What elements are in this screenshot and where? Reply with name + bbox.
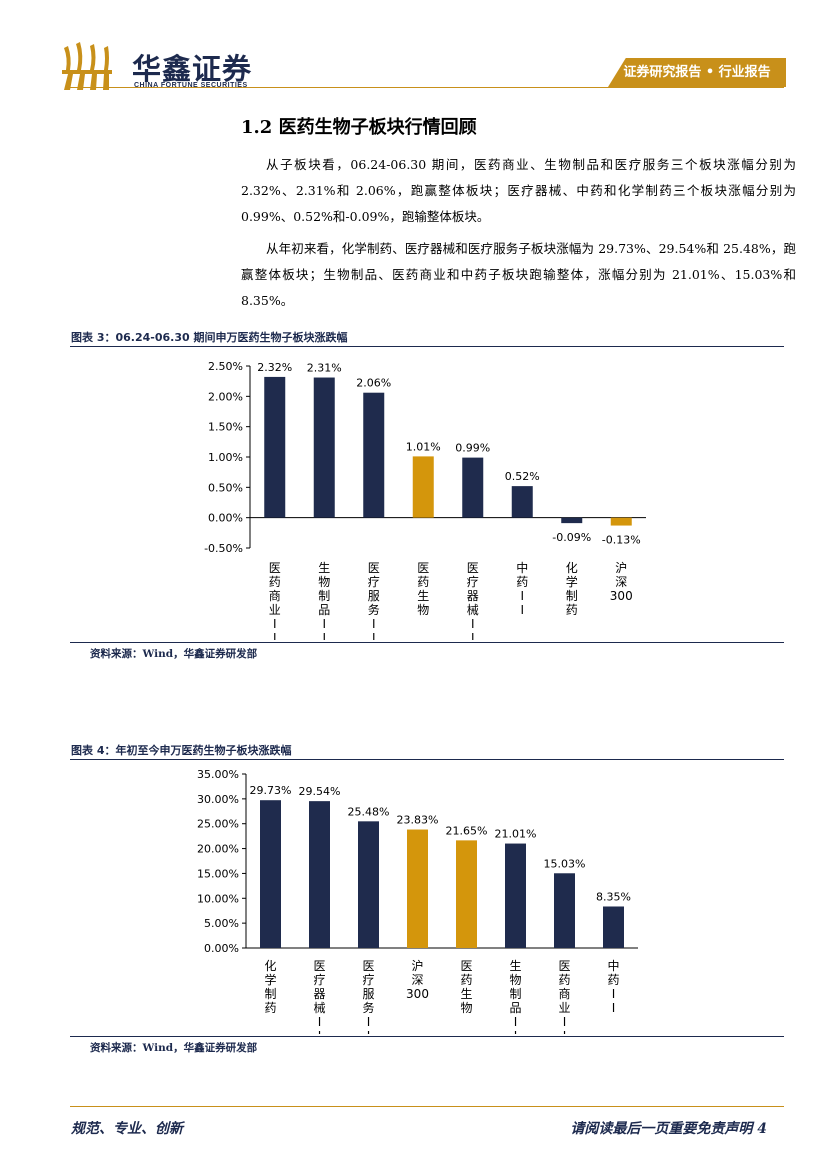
figure-3-chart: -0.50% 0.00% 0.50% 1.00% 1.50% 2.00% 2.50% 2.32…: [204, 360, 646, 640]
bar: [462, 457, 484, 518]
category-label: 沪深 300: [406, 959, 429, 1001]
section-title: 1.2 医药生物子板块行情回顾: [241, 117, 477, 138]
y-tick-label: 0.00%: [204, 942, 239, 955]
data-label: 21.65%: [446, 824, 488, 837]
figure-4-title: 图表 4：年初至今申万医药生物子板块涨跌幅: [71, 744, 292, 757]
bar: [363, 392, 385, 518]
company-name: 华鑫证券: [132, 52, 253, 86]
data-label: 8.35%: [596, 890, 631, 903]
y-tick-label: 25.00%: [197, 818, 239, 831]
data-label: 1.01%: [406, 440, 441, 453]
bar: [309, 801, 330, 948]
figure-3-bottom-divider: [70, 642, 784, 643]
bar: [407, 829, 428, 948]
category-label: 医药生物: [460, 959, 472, 1015]
bar: [313, 377, 335, 518]
category-label: 沪深 300: [610, 561, 633, 603]
category-label: 医药生物: [417, 561, 429, 617]
data-label: 2.32%: [257, 361, 292, 374]
paragraph-1: 从子板块看，06.24-06.30 期间，医药商业、生物制品和医疗服务三个板块涨…: [241, 157, 796, 224]
footer-divider: [70, 1106, 784, 1107]
y-tick-label: 2.50%: [208, 360, 243, 373]
figure-3-top-divider: [70, 346, 784, 347]
header-divider: [70, 87, 784, 88]
data-label: 2.31%: [307, 362, 342, 375]
bar: [260, 800, 281, 948]
data-label: 2.06%: [356, 377, 391, 390]
figure-4-top-divider: [70, 759, 784, 760]
bar: [511, 486, 533, 518]
bar: [603, 906, 624, 948]
y-tick-label: 2.00%: [208, 390, 243, 403]
footer-slogan: 规范、专业、创新: [71, 1121, 183, 1137]
report-tag: 证券研究报告 • 行业报告: [608, 58, 786, 87]
y-tick-label: 10.00%: [197, 892, 239, 905]
figure-4-chart: 0.00% 5.00% 10.00% 15.00% 20.00% 25.00% 30.00%…: [197, 768, 638, 1034]
y-tick-label: 1.00%: [208, 451, 243, 464]
figure-3-source: 资料来源：Wind，华鑫证券研发部: [90, 648, 258, 660]
y-tick-label: 20.00%: [197, 843, 239, 856]
bar: [358, 821, 379, 948]
bar: [456, 840, 477, 948]
y-tick-label: 1.50%: [208, 421, 243, 434]
bar: [505, 843, 526, 948]
y-tick-label: 5.00%: [204, 917, 239, 930]
figure-3-title: 图表 3：06.24-06.30 期间申万医药生物子板块涨跌幅: [71, 331, 348, 344]
category-label: 化学制药: [566, 561, 578, 617]
y-tick-label: 0.50%: [208, 481, 243, 494]
data-label: -0.09%: [552, 531, 591, 544]
data-label: -0.13%: [602, 534, 641, 547]
category-label: 中药 I I: [607, 958, 619, 1015]
y-tick-label: 30.00%: [197, 793, 239, 806]
data-label: 23.83%: [397, 814, 439, 827]
data-label: 0.99%: [455, 442, 490, 455]
figure-4-source: 资料来源：Wind，华鑫证券研发部: [90, 1042, 258, 1054]
bar: [264, 376, 286, 518]
y-tick-label: 0.00%: [208, 512, 243, 525]
y-tick-label: 35.00%: [197, 768, 239, 781]
y-tick-label: -0.50%: [204, 542, 243, 555]
category-label: 化学制药: [264, 959, 276, 1015]
bar: [412, 456, 434, 518]
company-name-en: CHINA FORTUNE SECURITIES: [134, 82, 248, 89]
bar: [610, 517, 632, 526]
bar: [554, 873, 575, 948]
paragraph-2: 从年初来看，化学制药、医疗器械和医疗服务子板块涨幅为 29.73%、29.54%…: [241, 241, 796, 308]
data-label: 0.52%: [505, 470, 540, 483]
data-label: 29.54%: [299, 785, 341, 798]
data-label: 25.48%: [348, 805, 390, 818]
y-tick-label: 15.00%: [197, 867, 239, 880]
data-label: 15.03%: [544, 857, 586, 870]
bar: [561, 517, 583, 524]
data-label: 29.73%: [250, 784, 292, 797]
company-logo-icon: [62, 42, 112, 90]
data-label: 21.01%: [495, 828, 537, 841]
footer-disclaimer: 请阅读最后一页重要免责声明 4: [570, 1121, 767, 1137]
category-label: 中药 I I: [516, 560, 528, 617]
figure-4-bottom-divider: [70, 1036, 784, 1037]
